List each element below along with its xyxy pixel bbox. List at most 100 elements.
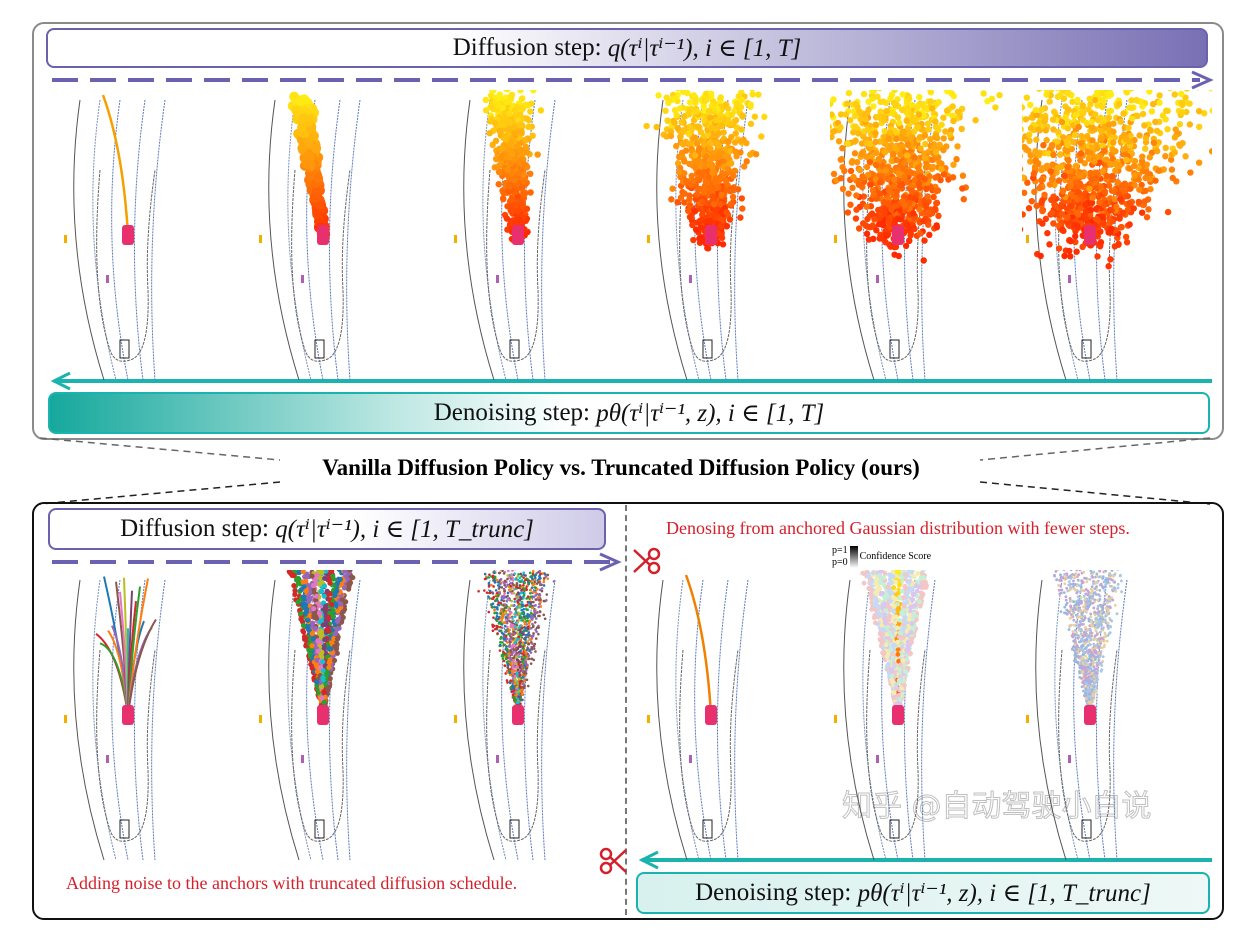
denoising-formula: pθ(τⁱ|τⁱ⁻¹, z), i ∈ [1, T_trunc]	[857, 880, 1151, 907]
trajectory-samples	[684, 574, 713, 716]
legend-p1: p=1	[832, 545, 848, 556]
agent-marker	[834, 715, 837, 723]
parked-vehicle	[314, 819, 325, 839]
parked-vehicle	[702, 819, 713, 839]
lane-line	[734, 579, 749, 861]
driving-scene	[830, 90, 1003, 381]
trajectory-samples	[830, 90, 1003, 264]
agent-marker	[106, 755, 109, 763]
ego-car	[122, 705, 134, 725]
road-boundary	[1058, 649, 1118, 842]
parked-vehicle	[509, 339, 520, 359]
panel-divider	[625, 505, 627, 915]
driving-scene	[1022, 90, 1212, 381]
ego-car	[1084, 705, 1096, 725]
bottom-denoising-banner: Denoising step: pθ(τⁱ|τⁱ⁻¹, z), i ∈ [1, …	[636, 872, 1210, 914]
ego-car	[892, 705, 904, 725]
parked-vehicle	[314, 339, 325, 359]
road-boundary	[291, 169, 351, 362]
trajectory-samples	[860, 570, 929, 720]
road-boundary	[486, 649, 546, 842]
agent-marker	[1068, 275, 1071, 283]
trajectory-samples	[287, 91, 331, 245]
lane-line	[903, 99, 916, 381]
lane-line	[716, 579, 729, 861]
lane-line	[541, 579, 556, 861]
denoising-label: Denoising step:	[433, 399, 590, 426]
trajectory-samples	[286, 570, 356, 720]
agent-marker	[1068, 755, 1071, 763]
bottom-diffusion-banner: Diffusion step: q(τⁱ|τⁱ⁻¹), i ∈ [1, T_tr…	[48, 508, 606, 550]
scissors-icon	[633, 547, 661, 575]
ego-car	[892, 225, 904, 245]
trajectory-samples	[101, 94, 130, 236]
lane-line	[541, 99, 556, 381]
lane-line	[1113, 99, 1128, 381]
driving-scene	[647, 574, 749, 861]
lane-line	[268, 579, 300, 861]
lane-line	[656, 579, 688, 861]
agent-marker	[106, 275, 109, 283]
top-diffusion-arrow	[52, 70, 1214, 90]
lane-line	[734, 99, 749, 381]
ego-car	[512, 225, 524, 245]
bottom-diffusion-arrow	[52, 552, 622, 572]
agent-marker	[1026, 235, 1029, 243]
agent-marker	[689, 755, 692, 763]
lane-line	[523, 99, 536, 381]
lane-line	[921, 99, 936, 381]
ego-car	[122, 225, 134, 245]
agent-marker	[259, 235, 262, 243]
confidence-legend: p=1 p=0 Confidence Score	[832, 545, 931, 569]
lane-line	[1113, 579, 1128, 861]
ego-car	[317, 705, 329, 725]
lane-line	[151, 579, 166, 861]
top-diffusion-banner: Diffusion step: q(τⁱ|τⁱ⁻¹), i ∈ [1, T]	[46, 28, 1208, 68]
road-boundary	[866, 169, 926, 362]
connector-lines	[39, 437, 1211, 505]
trajectory-samples	[95, 576, 157, 716]
ego-car	[705, 225, 717, 245]
driving-scene	[64, 94, 166, 381]
agent-marker	[496, 275, 499, 283]
parked-vehicle	[119, 819, 130, 839]
lane-line	[716, 99, 729, 381]
lane-line	[328, 579, 341, 861]
lane-line	[151, 99, 166, 381]
driving-scene	[1026, 570, 1128, 861]
trajectory-samples	[1022, 90, 1212, 270]
driving-scene	[454, 570, 556, 861]
lane-line	[1095, 99, 1108, 381]
right-caption: Denosing from anchored Gaussian distribu…	[666, 518, 1130, 538]
trajectory-samples	[1053, 570, 1124, 723]
driving-scene	[454, 90, 556, 381]
scissors-icon	[599, 847, 627, 875]
parked-vehicle	[1081, 819, 1092, 839]
legend-label: Confidence Score	[859, 551, 932, 562]
agent-marker	[64, 235, 67, 243]
lane-line	[73, 99, 105, 381]
lane-line	[1035, 99, 1067, 381]
ego-car	[512, 705, 524, 725]
parked-vehicle	[1081, 339, 1092, 359]
lane-line	[133, 579, 146, 861]
ego-car	[1084, 225, 1096, 245]
trajectory-samples	[643, 90, 768, 252]
lane-line	[1095, 579, 1108, 861]
agent-marker	[876, 275, 879, 283]
legend-p0: p=0	[832, 557, 848, 568]
agent-marker	[454, 715, 457, 723]
lane-line	[268, 99, 300, 381]
parked-vehicle	[889, 819, 900, 839]
agent-marker	[834, 235, 837, 243]
lane-line	[903, 579, 916, 861]
confidence-gradient	[849, 546, 858, 568]
agent-marker	[647, 715, 650, 723]
parked-vehicle	[702, 339, 713, 359]
lane-line	[133, 99, 146, 381]
agent-marker	[496, 755, 499, 763]
top-denoising-banner: Denoising step: pθ(τⁱ|τⁱ⁻¹, z), i ∈ [1, …	[48, 392, 1210, 434]
agent-marker	[301, 275, 304, 283]
agent-marker	[876, 755, 879, 763]
